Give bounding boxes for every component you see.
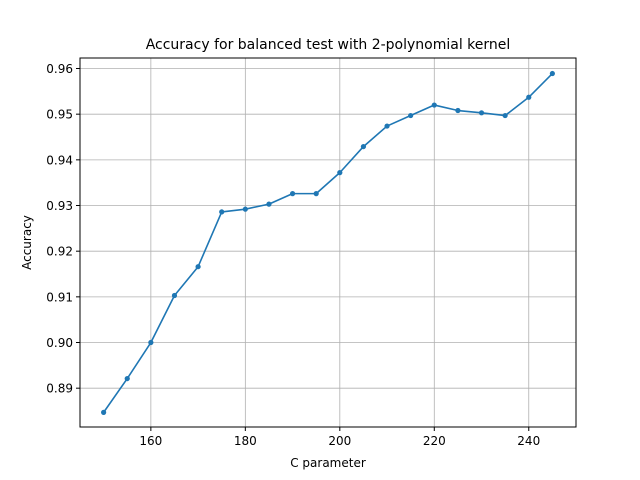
data-point bbox=[384, 123, 390, 129]
series-layer bbox=[101, 70, 555, 415]
x-tick-label: 160 bbox=[139, 434, 162, 448]
x-tick-label: 200 bbox=[328, 434, 351, 448]
data-point bbox=[313, 191, 319, 197]
data-point bbox=[289, 191, 296, 197]
data-point bbox=[242, 206, 248, 212]
data-point bbox=[101, 409, 107, 415]
data-point bbox=[526, 94, 532, 100]
x-tick-label: 180 bbox=[234, 434, 257, 448]
axis-ticks: 160 180 200 220 240 0.89 0.90 0.91 0.92 0.93 0.94 0… bbox=[46, 62, 540, 448]
data-point bbox=[148, 339, 154, 346]
data-point bbox=[360, 143, 367, 150]
chart-title: Accuracy for balanced test with 2-polyno… bbox=[146, 37, 511, 53]
data-point bbox=[266, 201, 272, 207]
grid-lines bbox=[80, 58, 576, 427]
y-tick-label: 0.91 bbox=[46, 290, 73, 304]
plot-frame bbox=[79, 57, 577, 428]
data-point bbox=[478, 110, 485, 116]
data-point bbox=[502, 112, 508, 119]
y-tick-label: 0.96 bbox=[46, 62, 73, 76]
data-point bbox=[408, 112, 414, 119]
y-tick-label: 0.89 bbox=[46, 382, 73, 396]
y-tick-label: 0.93 bbox=[46, 199, 73, 213]
x-tick-label: 220 bbox=[423, 434, 446, 448]
y-tick-label: 0.94 bbox=[46, 153, 73, 167]
x-tick-label: 240 bbox=[517, 434, 540, 448]
data-point bbox=[195, 264, 201, 270]
data-point bbox=[219, 209, 225, 215]
series-line bbox=[102, 72, 553, 413]
data-point bbox=[337, 170, 343, 176]
x-axis-label: C parameter bbox=[290, 456, 366, 470]
data-point bbox=[171, 292, 178, 299]
y-axis-label: Accuracy bbox=[20, 215, 34, 270]
y-tick-label: 0.95 bbox=[46, 108, 73, 122]
data-point bbox=[549, 70, 555, 77]
data-point bbox=[124, 375, 130, 382]
data-point bbox=[431, 102, 437, 108]
y-tick-label: 0.90 bbox=[46, 336, 73, 350]
y-tick-label: 0.92 bbox=[46, 245, 73, 259]
data-point bbox=[455, 107, 461, 114]
